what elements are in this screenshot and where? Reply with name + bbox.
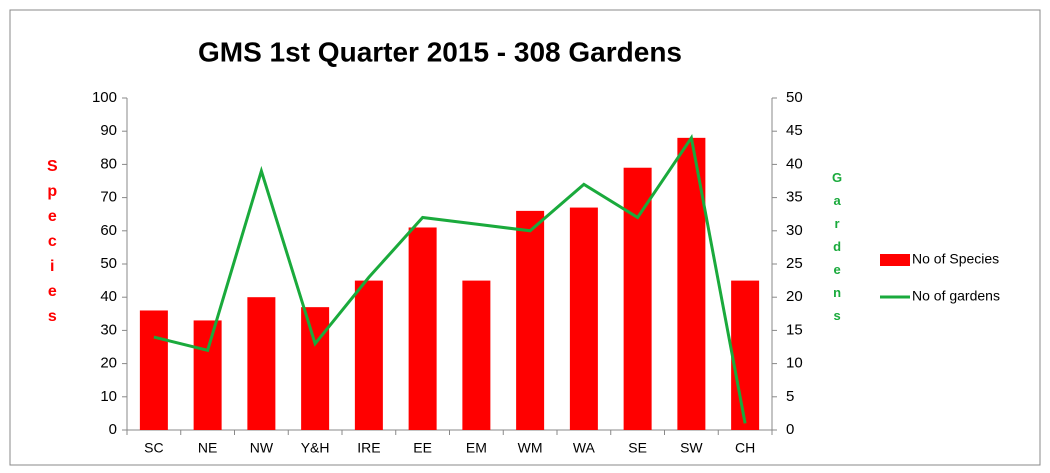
bar (462, 280, 491, 430)
bar (569, 207, 598, 430)
y-tick-label: 80 (100, 155, 117, 172)
x-tick-label: WA (573, 440, 596, 456)
y2-tick-label: 25 (786, 255, 803, 272)
x-tick-label: CH (735, 440, 755, 456)
y2-tick-label: 20 (786, 288, 803, 305)
x-tick-label: Y&H (301, 440, 330, 456)
x-tick-label: IRE (357, 440, 380, 456)
bar (301, 307, 330, 430)
bar (193, 320, 222, 430)
chart-title: GMS 1st Quarter 2015 - 308 Gardens (198, 36, 682, 67)
bar (247, 297, 276, 430)
x-tick-label: SE (628, 440, 647, 456)
y2-tick-label: 40 (786, 155, 803, 172)
x-tick-label: EE (413, 440, 432, 456)
y-tick-label: 30 (100, 321, 117, 338)
y2-tick-label: 35 (786, 189, 803, 206)
y2-tick-label: 15 (786, 321, 803, 338)
y-axis-title: Species (44, 158, 61, 333)
line (153, 133, 747, 424)
bar (516, 210, 545, 430)
legend-label: No of Species (912, 251, 999, 267)
x-tick-label: SW (680, 440, 703, 456)
legend-swatch (880, 254, 910, 266)
x-tick-label: WM (518, 440, 543, 456)
bar (354, 280, 383, 430)
y-tick-label: 40 (100, 288, 117, 305)
y2-tick-label: 50 (786, 89, 803, 106)
x-tick-label: EM (466, 440, 487, 456)
y2-tick-label: 5 (786, 388, 794, 405)
bar (139, 310, 168, 430)
legend-label: No of gardens (912, 288, 1000, 304)
bar (731, 280, 760, 430)
y-tick-label: 60 (100, 222, 117, 239)
y-tick-label: 0 (109, 421, 117, 438)
x-tick-label: NW (250, 440, 274, 456)
y2-tick-label: 45 (786, 122, 803, 139)
bar (623, 167, 652, 430)
y2-tick-label: 10 (786, 355, 803, 372)
bar (408, 227, 437, 430)
bar (677, 137, 706, 430)
y-tick-label: 70 (100, 189, 117, 206)
y2-tick-label: 30 (786, 222, 803, 239)
x-tick-label: SC (144, 440, 163, 456)
y-tick-label: 100 (92, 89, 117, 106)
y-tick-label: 20 (100, 355, 117, 372)
x-tick-label: NE (198, 440, 217, 456)
y-tick-label: 90 (100, 122, 117, 139)
y2-axis-title: Gardens (830, 170, 845, 331)
y2-tick-label: 0 (786, 421, 794, 438)
y-tick-label: 50 (100, 255, 117, 272)
y-tick-label: 10 (100, 388, 117, 405)
